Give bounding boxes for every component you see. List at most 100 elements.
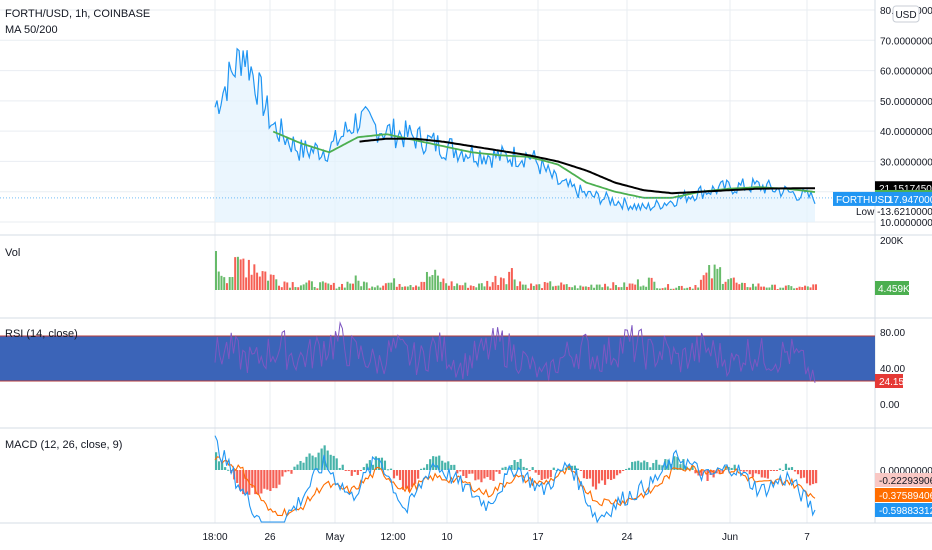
volume-bar	[680, 285, 683, 290]
macd-histogram-bar	[781, 469, 785, 471]
volume-bar	[499, 277, 502, 290]
volume-bar	[647, 277, 650, 290]
volume-bar	[267, 280, 270, 290]
volume-bar	[321, 281, 324, 290]
volume-bar	[806, 286, 809, 290]
macd-histogram-bar	[634, 461, 637, 470]
price-pane[interactable]	[0, 47, 875, 222]
macd-histogram-bar	[347, 470, 350, 471]
volume-bar	[349, 283, 352, 290]
volume-bar	[519, 281, 522, 290]
volume-bar	[516, 286, 519, 290]
macd-histogram-bar	[329, 454, 332, 470]
macd-title[interactable]: MACD (12, 26, close, 9)	[5, 439, 122, 451]
volume-bar	[428, 276, 431, 290]
volume-bar	[215, 251, 217, 290]
volume-bar	[393, 278, 396, 290]
volume-bar	[787, 285, 790, 290]
volume-bar	[365, 282, 368, 290]
volume-bar	[634, 284, 637, 290]
currency-badge[interactable]	[892, 5, 920, 23]
volume-bar	[738, 284, 741, 290]
volume-bar	[549, 281, 552, 290]
time-axis[interactable]: 18:00 26 May 12:00 10 17 24 Jun 7	[202, 532, 810, 543]
macd-histogram-bar	[359, 470, 362, 471]
volume-bar	[330, 284, 333, 290]
macd-histogram-bar	[534, 470, 537, 473]
volume-bar	[305, 282, 308, 290]
volume-bar	[612, 282, 615, 290]
macd-histogram-bar	[652, 463, 655, 470]
volume-bar	[716, 268, 719, 290]
macd-histogram-bar	[754, 470, 757, 474]
macd-histogram-bar	[311, 455, 314, 470]
macd-histogram-bar	[341, 464, 344, 470]
macd-histogram-bar	[537, 470, 540, 475]
volume-bar	[420, 281, 423, 290]
volume-pane[interactable]	[215, 251, 817, 290]
volume-bar	[245, 277, 248, 290]
volume-bar	[467, 287, 470, 290]
symbol-title[interactable]: FORTH/USD, 1h, COINBASE	[5, 8, 150, 20]
volume-bar	[571, 287, 574, 290]
macd-histogram-bar	[540, 470, 543, 481]
volume-bar	[590, 284, 593, 290]
macd-histogram-bar	[579, 470, 583, 471]
macd-histogram-bar	[573, 465, 576, 470]
volume-bar	[798, 286, 801, 290]
volume-bar	[768, 287, 771, 290]
macd-histogram-bar	[751, 470, 754, 478]
volume-bar	[360, 286, 363, 290]
macd-histogram-bar	[410, 470, 414, 487]
volume-bar	[302, 284, 305, 290]
macd-histogram-bar	[426, 464, 429, 470]
volume-bar	[721, 283, 724, 290]
volume-bar	[510, 268, 513, 290]
volume-bar	[456, 283, 459, 290]
macd-signal-value-label: -0.37589406	[879, 491, 932, 502]
volume-bar	[675, 287, 678, 290]
time-axis-label: 18:00	[202, 532, 227, 543]
macd-histogram-bar	[486, 470, 489, 478]
volume-bar	[554, 285, 557, 290]
rsi-title[interactable]: RSI (14, close)	[5, 328, 78, 340]
rsi-pane[interactable]	[0, 320, 875, 383]
macd-histogram-bar	[685, 466, 688, 470]
macd-histogram-bar	[239, 470, 242, 491]
macd-pane[interactable]	[214, 435, 818, 524]
low-label: Low -	[856, 207, 880, 218]
volume-bar	[543, 282, 546, 290]
ma-legend[interactable]: MA 50/200	[5, 24, 58, 36]
volume-bar	[773, 284, 776, 290]
time-axis-label: 10	[441, 532, 453, 543]
macd-histogram-bar	[278, 470, 281, 485]
price-axis[interactable]: 80.0000000070.0000000060.0000000050.0000…	[833, 6, 932, 517]
volume-bar	[294, 287, 297, 290]
macd-histogram-bar	[640, 462, 643, 470]
macd-histogram-bar	[456, 470, 459, 474]
volume-title[interactable]: Vol	[5, 247, 20, 259]
last-price-label-bg	[833, 191, 932, 206]
volume-value-bg	[875, 281, 909, 295]
macd-histogram-bar	[811, 470, 815, 485]
macd-histogram-bar	[706, 470, 709, 481]
macd-histogram-bar	[495, 470, 498, 472]
macd-histogram-bar	[254, 470, 257, 495]
volume-bar	[784, 285, 787, 290]
macd-histogram-bar	[637, 460, 640, 470]
macd-histogram-bar	[679, 464, 682, 470]
macd-histogram-bar	[510, 465, 513, 470]
volume-bar	[812, 284, 815, 290]
volume-bar	[239, 259, 242, 290]
volume-bar	[771, 284, 774, 290]
volume-bar	[379, 287, 382, 290]
volume-bar	[804, 285, 807, 290]
macd-histogram-bar	[772, 470, 775, 471]
macd-histogram-bar	[483, 470, 486, 479]
volume-bar	[658, 288, 661, 290]
volume-bar	[472, 286, 475, 290]
macd-histogram-bar	[606, 470, 610, 480]
volume-bar	[541, 288, 544, 290]
volume-bar	[754, 286, 757, 290]
